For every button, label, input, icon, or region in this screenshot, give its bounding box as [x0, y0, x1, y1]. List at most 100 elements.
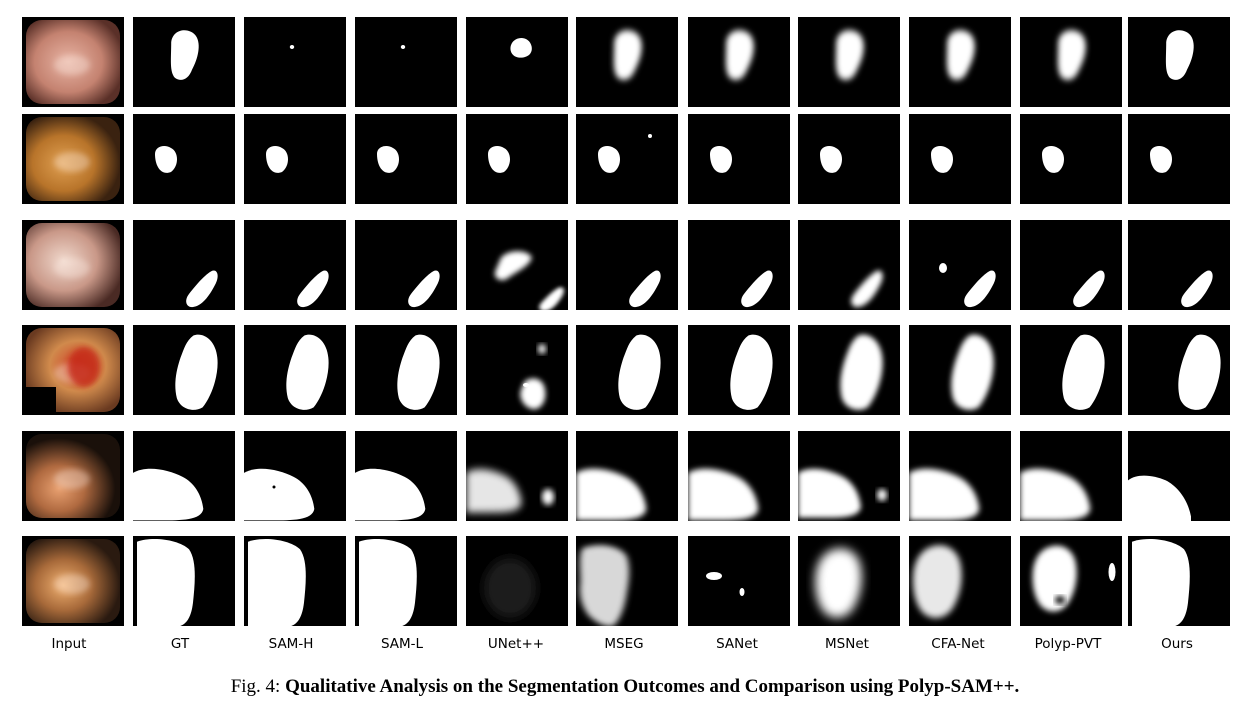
figure-caption: Fig. 4: Qualitative Analysis on the Segm… [0, 676, 1250, 698]
row-4-sam-h-mask-region [286, 334, 329, 410]
row-1-sanet-cell [688, 17, 790, 107]
row-3-gt-mask-background [133, 220, 235, 310]
input-image-highlight [54, 152, 90, 172]
row-3-sanet-cell [688, 220, 790, 310]
row-4-sam-l-mask-region [397, 334, 440, 410]
row-1-sam-l-mask-region [400, 45, 406, 49]
row-2-sam-l-cell [355, 114, 457, 204]
row-1-unetpp-mask-background [466, 17, 568, 107]
row-1-unetpp-mask-region [510, 37, 532, 58]
row-2-cfa-net-mask-background [909, 114, 1011, 204]
row-2-polyp-pvt-mask-region [1042, 146, 1064, 173]
row-5-unetpp-mask-region [466, 469, 522, 513]
row-6-ours-cell [1128, 536, 1230, 626]
row-1-mseg-mask-region [613, 30, 642, 80]
row-3-mseg-mask-background [576, 220, 678, 310]
column-label-sam-l: SAM-L [380, 636, 424, 652]
row-2-sam-h-cell [244, 114, 346, 204]
row-2-sanet-cell [688, 114, 790, 204]
input-image-highlight [54, 574, 90, 594]
row-3-ours-mask-background [1128, 220, 1230, 310]
row-3-sam-l-mask-region [408, 270, 440, 308]
row-3-msnet-mask-background [798, 220, 900, 310]
row-3-cfa-net-mask-background [909, 220, 1011, 310]
row-5-sam-l-cell [355, 431, 457, 521]
row-3-msnet-cell [798, 220, 900, 310]
row-3-sam-h-cell [244, 220, 346, 310]
row-2-ours-mask-background [1128, 114, 1230, 204]
row-3-cfa-net-false-positive [939, 263, 947, 273]
column-label-msnet: MSNet [825, 636, 869, 652]
row-1-input-cell [22, 17, 124, 107]
row-2-gt-mask-background [133, 114, 235, 204]
row-5-sam-l-mask-region [355, 468, 426, 521]
row-5-unetpp-mask-region-2 [542, 489, 554, 505]
row-6-unetpp-mask-region [484, 558, 536, 618]
row-2-unetpp-cell [466, 114, 568, 204]
row-1-polyp-pvt-cell [1020, 17, 1122, 107]
row-3-mseg-mask-region [629, 270, 661, 308]
row-5-msnet-mask-region [798, 468, 861, 518]
row-2-mseg-mask-region [598, 146, 620, 173]
row-3-polyp-pvt-cell [1020, 220, 1122, 310]
row-6-sam-l-cell [355, 536, 457, 626]
row-5-mseg-cell [576, 431, 678, 521]
row-3-sam-l-cell [355, 220, 457, 310]
row-6-polyp-pvt-cell [1020, 536, 1122, 626]
row-1-sam-h-mask-background [244, 17, 346, 107]
row-2-sam-h-mask-background [244, 114, 346, 204]
row-6-unetpp-cell [466, 536, 568, 626]
row-2-sam-l-mask-region [377, 146, 399, 173]
row-4-sam-l-cell [355, 325, 457, 415]
row-3-cfa-net-cell [909, 220, 1011, 310]
row-6-gt-mask-region [137, 539, 195, 626]
row-5-polyp-pvt-cell [1020, 431, 1122, 521]
row-2-msnet-mask-background [798, 114, 900, 204]
row-6-mseg-cell [576, 536, 678, 626]
input-image-highlight [54, 469, 90, 489]
row-5-cfa-net-cell [909, 431, 1011, 521]
input-image-highlight [54, 258, 90, 278]
row-1-cfa-net-mask-region [946, 30, 975, 80]
row-4-sam-h-cell [244, 325, 346, 415]
column-label-unetpp: UNet++ [487, 636, 545, 652]
row-3-sam-h-mask-region [297, 270, 329, 308]
row-4-sanet-mask-region [730, 334, 773, 410]
row-6-sam-l-mask-region [359, 539, 417, 626]
row-6-msnet-cell [798, 536, 900, 626]
row-4-polyp-pvt-cell [1020, 325, 1122, 415]
row-6-sanet-mask-region-2 [739, 588, 745, 596]
row-4-unetpp-mask-background [466, 325, 568, 415]
row-5-polyp-pvt-mask-region [1020, 468, 1091, 521]
row-1-sanet-mask-region [725, 30, 754, 80]
row-2-sam-l-mask-background [355, 114, 457, 204]
row-2-input-cell [22, 114, 124, 204]
row-1-sam-l-cell [355, 17, 457, 107]
row-2-sam-h-mask-region [266, 146, 288, 173]
row-5-unetpp-cell [466, 431, 568, 521]
row-5-cfa-net-mask-region [909, 468, 980, 521]
row-2-sanet-mask-background [688, 114, 790, 204]
row-6-sam-h-mask-region [248, 539, 306, 626]
row-6-ours-mask-region [1132, 539, 1190, 626]
column-label-sam-h: SAM-H [268, 636, 314, 652]
row-2-gt-mask-region [155, 146, 177, 173]
row-4-msnet-cell [798, 325, 900, 415]
column-label-input: Input [51, 636, 87, 652]
row-5-msnet-false-positive [877, 489, 887, 501]
row-1-msnet-cell [798, 17, 900, 107]
row-5-ours-cell [1128, 431, 1230, 521]
row-1-sam-l-mask-background [355, 17, 457, 107]
row-1-ours-mask-region [1165, 30, 1194, 80]
input-image-highlight [54, 55, 90, 75]
row-1-mseg-cell [576, 17, 678, 107]
row-5-sam-h-mask-region [244, 468, 315, 521]
row-5-sam-h-cell [244, 431, 346, 521]
row-3-unetpp-cell [466, 220, 568, 310]
row-3-mseg-cell [576, 220, 678, 310]
row-3-gt-mask-region [186, 270, 218, 308]
row-1-sam-h-cell [244, 17, 346, 107]
row-3-unetpp-mask-region-2 [539, 287, 564, 310]
